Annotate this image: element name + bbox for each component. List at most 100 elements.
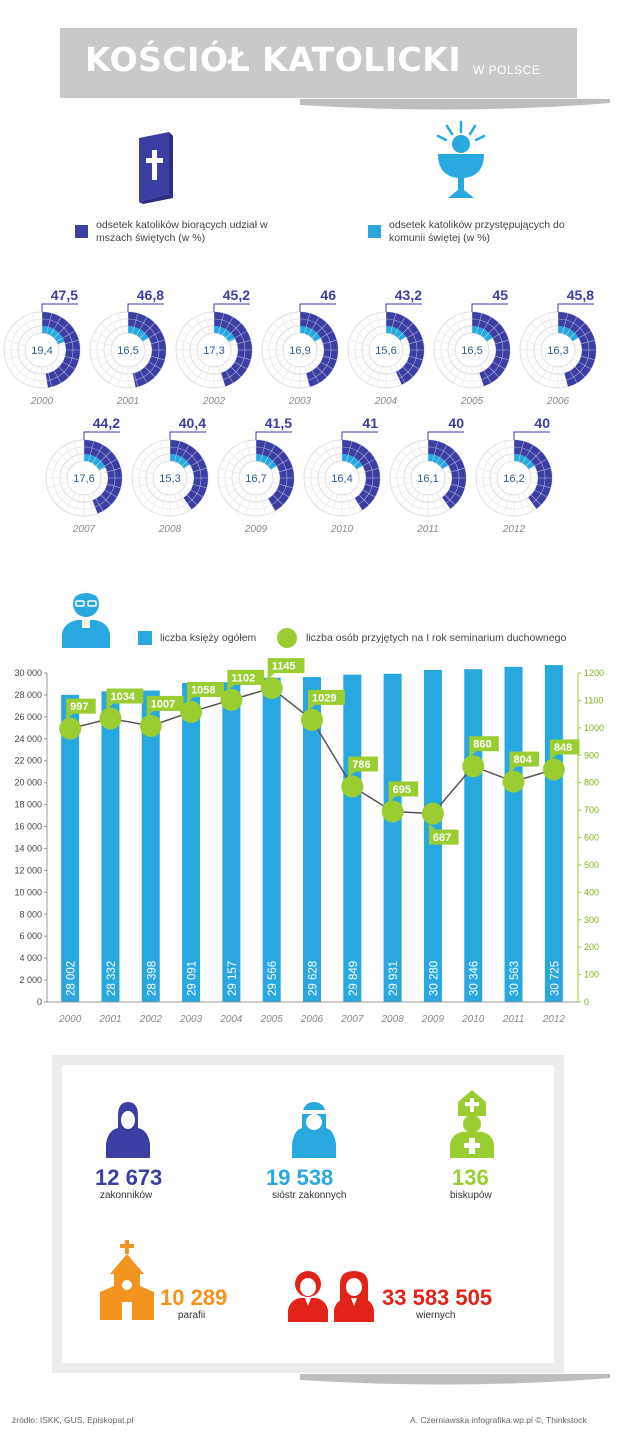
donut-grid-line (245, 441, 252, 462)
donut-grid-line (350, 492, 362, 512)
donut-grid-ring (310, 446, 374, 510)
donut-grid-line (98, 458, 118, 470)
donut-grid-line (56, 330, 76, 342)
donut-grid-line (139, 322, 156, 339)
seminary-value-label: 695 (393, 784, 411, 796)
donut-grid-line (524, 330, 544, 342)
communion-arc (514, 454, 535, 470)
communion-legend-label: odsetek katolików przystępujących do kom… (389, 219, 565, 244)
donut-grid-line (331, 441, 338, 462)
donut-grid-line (358, 467, 379, 474)
donut-grid-line (228, 330, 248, 342)
donut-grid-line (316, 354, 337, 361)
donut-grid-line (528, 458, 548, 470)
donut-grid-line (522, 444, 534, 464)
priests-bar (464, 669, 483, 1002)
donut-2010: 41 16,4 2010 (303, 415, 381, 535)
donut-grid-line (22, 364, 34, 384)
mass-arc (214, 312, 253, 387)
donut-grid-line (488, 339, 509, 346)
donut-2006: 45,8 16,3 2006 (519, 287, 597, 407)
donut-grid-line (91, 339, 112, 346)
left-tick-label: 22 000 (14, 756, 42, 766)
mass-legend-swatch (75, 225, 88, 238)
right-tick-label: 200 (584, 942, 599, 952)
donut-grid-line (181, 450, 198, 467)
donut-grid-line (352, 358, 372, 370)
donut-grid-line (569, 322, 586, 339)
left-tick-label: 6 000 (19, 931, 42, 941)
year-label: 2008 (158, 524, 182, 535)
right-tick-label: 1000 (584, 723, 604, 733)
donut-grid-line (525, 450, 542, 467)
callout-box (509, 751, 540, 767)
communion-legend-swatch (368, 225, 381, 238)
x-tick-label: 2010 (461, 1014, 485, 1025)
priests-bar-label: 30 280 (428, 961, 440, 996)
mass-legend-label: odsetek katolików biorących udział w msz… (96, 219, 268, 244)
left-tick-label: 2 000 (19, 975, 42, 985)
donut-grid-line (174, 494, 181, 515)
man-icon (288, 1271, 328, 1322)
donut-2000: 47,5 19,4 2000 (3, 287, 81, 407)
priests-bar (504, 666, 523, 1002)
communion-value-label: 16,9 (289, 345, 310, 357)
donut-2008: 40,4 15,3 2008 (131, 415, 209, 535)
mass-value-label: 45,8 (567, 287, 594, 303)
x-tick-label: 2012 (542, 1014, 566, 1025)
donut-grid-line (139, 361, 156, 378)
callout-pointer (428, 823, 436, 830)
priests-bar-label: 30 563 (509, 961, 521, 996)
left-tick-label: 20 000 (14, 778, 42, 788)
donut-grid-line (184, 458, 204, 470)
donut-2003: 46 16,9 2003 (261, 287, 339, 407)
donut-grid-line (58, 339, 79, 346)
donut-grid-line (117, 366, 124, 387)
left-tick-label: 18 000 (14, 800, 42, 810)
source-note: źródło: ISKK, GUS, Episkopat.pl (12, 1415, 134, 1425)
seminary-callout: 860 (469, 736, 499, 758)
donut-grid-line (305, 482, 326, 489)
donut-grid-line (144, 354, 165, 361)
x-tick-label: 2003 (179, 1014, 203, 1025)
seminary-value-label: 1034 (110, 691, 135, 703)
communion-value-label: 17,6 (73, 473, 94, 485)
mass-value-label: 41 (362, 415, 378, 431)
priests-bar-label: 29 931 (388, 961, 400, 996)
donut-grid-line (461, 313, 468, 334)
seminary-value-label: 1145 (272, 661, 296, 673)
donut-grid-line (438, 330, 458, 342)
donut-charts: 47,5 19,4 2000 46,8 16,5 2001 45,2 17,3 2002 46 16… (3, 287, 597, 535)
donut-grid-line (184, 486, 204, 498)
value-leader (299, 303, 336, 312)
x-tick-label: 2005 (260, 1014, 284, 1025)
donut-grid-line (98, 486, 118, 498)
x-tick-label: 2002 (139, 1014, 163, 1025)
value-leader (255, 431, 292, 440)
donut-grid-line (186, 322, 203, 339)
donut-grid-line (572, 330, 592, 342)
donut-grid-line (486, 330, 506, 342)
communion-value-label: 16,4 (331, 473, 352, 485)
page-title: KOŚCIÓŁ KATOLICKI (85, 40, 462, 79)
donut-grid-line (267, 450, 284, 467)
left-tick-label: 10 000 (14, 887, 42, 897)
left-tick-label: 24 000 (14, 734, 42, 744)
seminary-value-label: 1029 (312, 692, 336, 704)
mass-arc (128, 312, 166, 388)
donut-grid-line (432, 441, 439, 462)
callout-box (187, 681, 224, 697)
donut-grid-line (142, 358, 162, 370)
donut-grid-line (547, 313, 554, 334)
donut-grid-line (574, 339, 595, 346)
donut-grid-line (178, 444, 190, 464)
priests-bar (544, 665, 563, 1002)
donut-grid-line (494, 444, 506, 464)
donut-grid-line (476, 313, 483, 334)
donut-grid-line (438, 358, 458, 370)
donut-grid-line (408, 492, 420, 512)
x-tick-label: 2008 (380, 1014, 404, 1025)
donut-grid-line (366, 316, 378, 336)
mass-value-label: 43,2 (395, 287, 422, 303)
donut-grid-line (230, 354, 251, 361)
